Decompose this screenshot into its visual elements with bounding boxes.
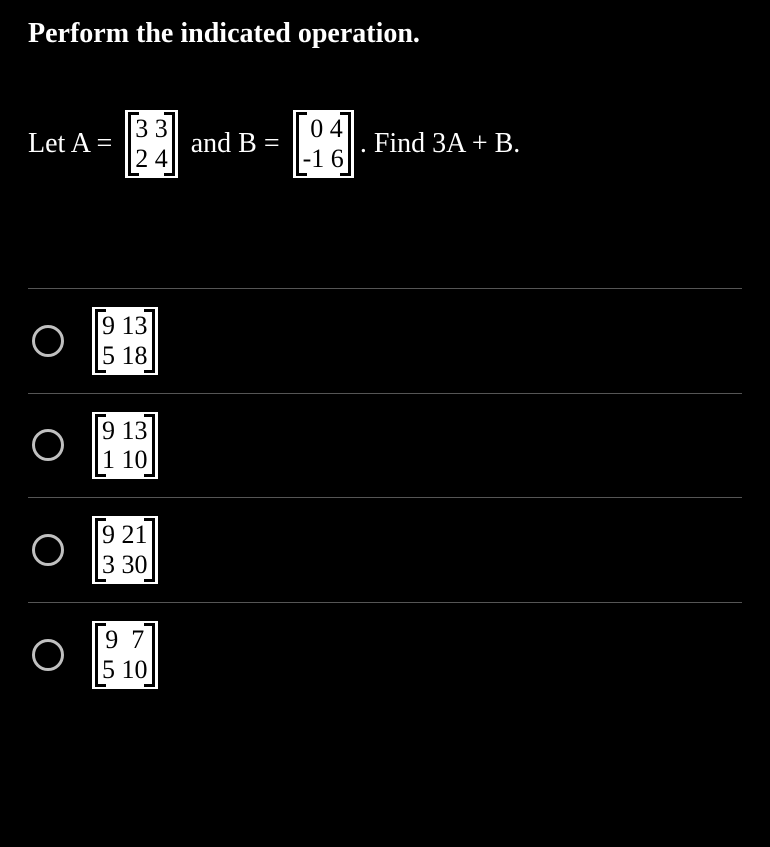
choice-4[interactable]: 9 7 5 10 [28,603,742,707]
text-find: . Find 3A + B. [360,128,521,160]
choice-4-row1: 9 7 [102,625,148,655]
choice-4-matrix: 9 7 5 10 [92,621,158,689]
choice-3-matrix: 9 21 3 30 [92,516,158,584]
choice-4-row2: 5 10 [102,655,148,685]
matrix-b-row2: -1 6 [303,144,344,174]
choice-3-row1: 9 21 [102,520,148,550]
choice-1-row1: 9 13 [102,311,148,341]
matrix-b: 0 4 -1 6 [293,110,354,178]
matrix-a: 3 3 2 4 [125,110,178,178]
radio-icon[interactable] [32,429,64,461]
choice-2-matrix: 9 13 1 10 [92,412,158,480]
choice-2-row1: 9 13 [102,416,148,446]
choice-3-row2: 3 30 [102,550,148,580]
text-let-a: Let A = [28,128,119,160]
instruction-text: Perform the indicated operation. [28,18,742,50]
question-page: Perform the indicated operation. Let A =… [0,0,770,707]
problem-statement: Let A = 3 3 2 4 and B = 0 4 -1 6 . Find … [28,110,742,178]
choice-1-row2: 5 18 [102,341,148,371]
matrix-a-row2: 2 4 [135,144,168,174]
answer-choices: 9 13 5 18 9 13 1 10 9 21 3 30 9 7 5 10 [28,288,742,707]
choice-1[interactable]: 9 13 5 18 [28,289,742,394]
radio-icon[interactable] [32,639,64,671]
choice-3[interactable]: 9 21 3 30 [28,498,742,603]
matrix-a-row1: 3 3 [135,114,168,144]
text-and-b: and B = [184,128,287,160]
choice-2[interactable]: 9 13 1 10 [28,394,742,499]
matrix-b-row1: 0 4 [303,114,344,144]
choice-2-row2: 1 10 [102,445,148,475]
radio-icon[interactable] [32,534,64,566]
choice-1-matrix: 9 13 5 18 [92,307,158,375]
radio-icon[interactable] [32,325,64,357]
